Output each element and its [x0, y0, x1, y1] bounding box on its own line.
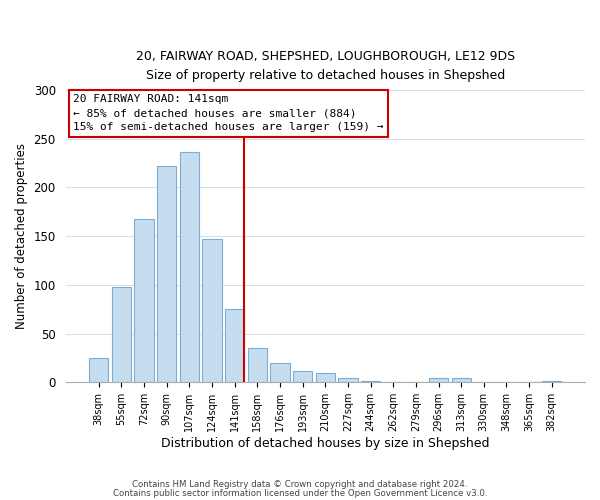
- Bar: [180, 152, 199, 382]
- Bar: [202, 239, 221, 382]
- Bar: [248, 348, 267, 382]
- Bar: [112, 287, 131, 382]
- Bar: [452, 378, 471, 382]
- Bar: [361, 381, 380, 382]
- Y-axis label: Number of detached properties: Number of detached properties: [15, 143, 28, 329]
- Bar: [271, 362, 290, 382]
- Bar: [293, 370, 312, 382]
- Bar: [316, 374, 335, 382]
- Bar: [89, 358, 109, 382]
- Text: Contains public sector information licensed under the Open Government Licence v3: Contains public sector information licen…: [113, 489, 487, 498]
- Bar: [542, 381, 562, 382]
- Bar: [157, 166, 176, 382]
- X-axis label: Distribution of detached houses by size in Shepshed: Distribution of detached houses by size …: [161, 437, 490, 450]
- Text: 20 FAIRWAY ROAD: 141sqm
← 85% of detached houses are smaller (884)
15% of semi-d: 20 FAIRWAY ROAD: 141sqm ← 85% of detache…: [73, 94, 384, 132]
- Title: 20, FAIRWAY ROAD, SHEPSHED, LOUGHBOROUGH, LE12 9DS
Size of property relative to : 20, FAIRWAY ROAD, SHEPSHED, LOUGHBOROUGH…: [136, 50, 515, 82]
- Bar: [225, 309, 244, 382]
- Text: Contains HM Land Registry data © Crown copyright and database right 2024.: Contains HM Land Registry data © Crown c…: [132, 480, 468, 489]
- Bar: [134, 218, 154, 382]
- Bar: [429, 378, 448, 382]
- Bar: [338, 378, 358, 382]
